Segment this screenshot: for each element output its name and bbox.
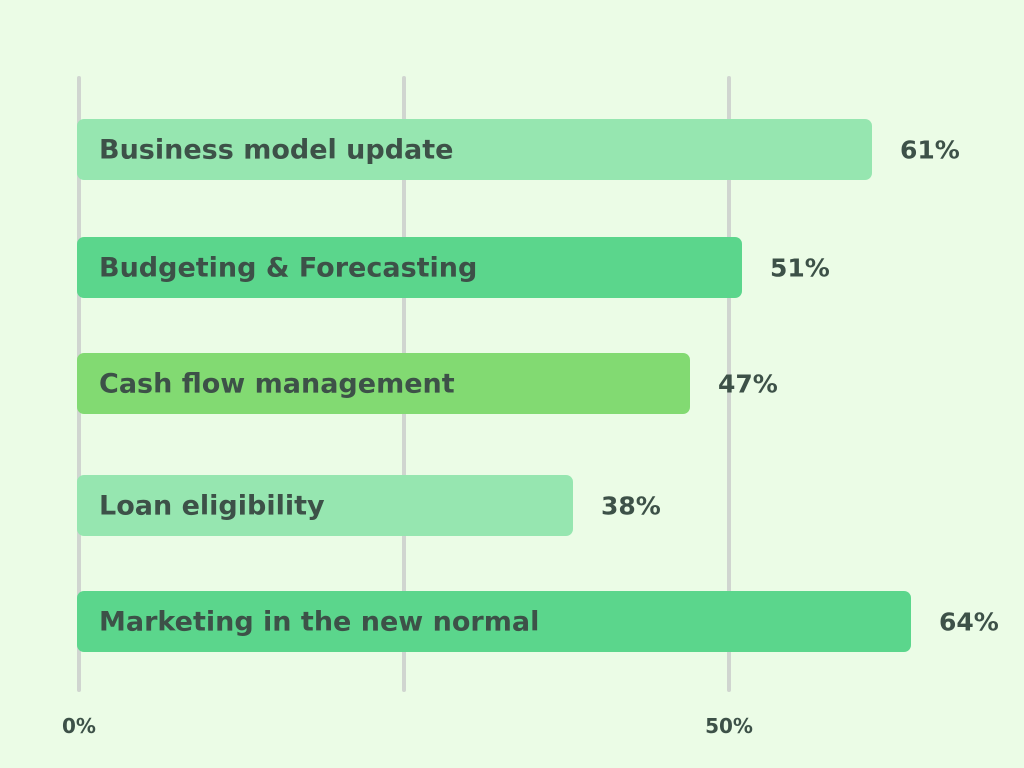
bar xyxy=(77,353,690,414)
bar-category-label: Budgeting & Forecasting xyxy=(99,253,477,284)
bar-value-label: 38% xyxy=(601,492,661,521)
bar-value-label: 61% xyxy=(900,136,960,165)
bar-value-label: 47% xyxy=(718,370,778,399)
bar-category-label: Cash flow management xyxy=(99,369,455,400)
bar-category-label: Marketing in the new normal xyxy=(99,607,539,638)
x-tick-label: 0% xyxy=(62,714,96,738)
bar xyxy=(77,119,872,180)
bar-value-label: 51% xyxy=(770,254,830,283)
bar xyxy=(77,475,573,536)
bar-value-label: 64% xyxy=(939,608,999,637)
bar xyxy=(77,237,742,298)
bar-category-label: Loan eligibility xyxy=(99,491,325,522)
x-tick-label: 50% xyxy=(705,714,753,738)
bar-category-label: Business model update xyxy=(99,135,454,166)
bar xyxy=(77,591,911,652)
